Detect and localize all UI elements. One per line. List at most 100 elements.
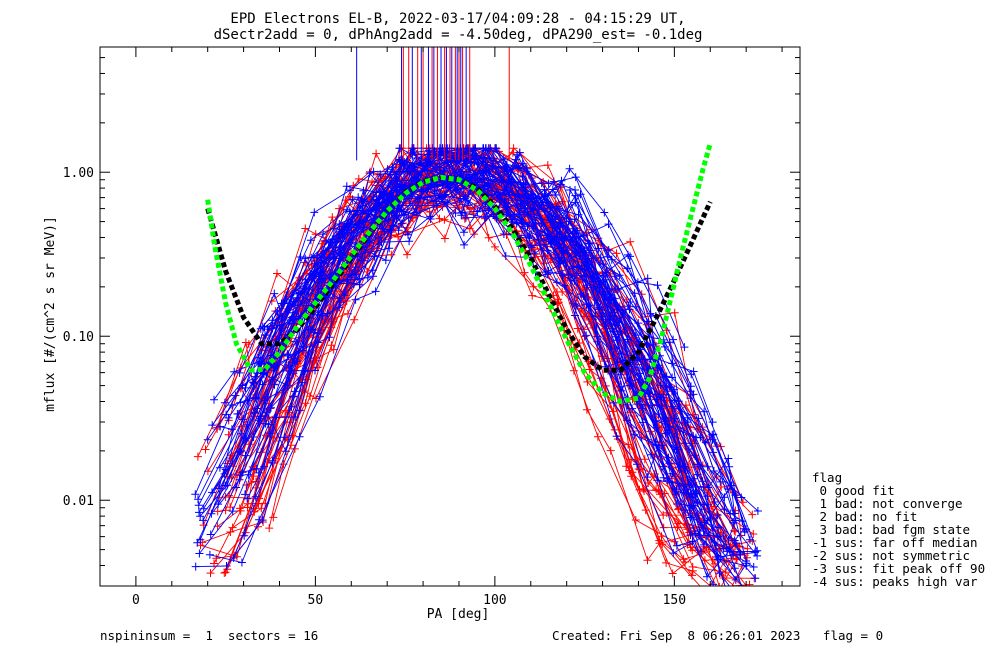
trace-point bbox=[206, 569, 215, 578]
trace-point bbox=[480, 213, 489, 222]
trace-point bbox=[553, 278, 561, 287]
trace-point bbox=[528, 190, 537, 198]
trace-point bbox=[213, 507, 222, 516]
trace-point bbox=[703, 572, 711, 581]
trace-point bbox=[261, 431, 270, 440]
trace-point bbox=[572, 269, 581, 278]
trace-point bbox=[215, 463, 224, 472]
trace-point bbox=[672, 485, 681, 494]
trace-point bbox=[329, 253, 338, 261]
trace-point bbox=[634, 319, 643, 328]
trace-point bbox=[643, 274, 652, 283]
trace-point bbox=[602, 268, 611, 277]
trace-point bbox=[365, 169, 374, 178]
legend-entry: 1 bad: not converge bbox=[812, 496, 963, 511]
trace-point bbox=[523, 199, 532, 208]
trace-point bbox=[665, 422, 673, 431]
trace-point bbox=[681, 558, 690, 566]
trace-point bbox=[249, 378, 257, 387]
trace-line bbox=[199, 147, 736, 542]
trace-point bbox=[359, 225, 368, 234]
trace-point bbox=[698, 477, 707, 486]
trace-point bbox=[653, 476, 662, 485]
trace-point bbox=[604, 246, 613, 254]
trace-point bbox=[301, 254, 310, 263]
trace-point bbox=[249, 472, 258, 481]
trace-point bbox=[617, 386, 626, 395]
trace-point bbox=[241, 490, 249, 499]
trace-point bbox=[745, 595, 753, 603]
trace-point bbox=[394, 226, 403, 235]
trace-point bbox=[612, 432, 621, 441]
trace-point bbox=[257, 504, 266, 513]
trace-point bbox=[263, 392, 272, 401]
trace-point bbox=[700, 407, 709, 416]
trace-point bbox=[640, 487, 649, 496]
trace-point bbox=[643, 473, 652, 482]
trace-point bbox=[400, 181, 409, 190]
trace-point bbox=[464, 201, 472, 210]
footer-right: Created: Fri Sep 8 06:26:01 2023 flag = … bbox=[552, 628, 883, 643]
trace-point bbox=[301, 224, 310, 233]
trace-point bbox=[237, 558, 246, 567]
trace-point bbox=[371, 287, 380, 296]
trace-point bbox=[564, 217, 573, 226]
trace-point bbox=[751, 574, 760, 583]
trace-point bbox=[571, 248, 580, 257]
trace-point bbox=[385, 244, 394, 253]
trace-point bbox=[732, 539, 740, 548]
trace-point bbox=[659, 473, 668, 482]
trace-point bbox=[525, 232, 534, 240]
trace-point bbox=[243, 420, 252, 429]
y-tick-label: 0.01 bbox=[63, 494, 94, 509]
trace-point bbox=[253, 404, 262, 413]
trace-point bbox=[295, 432, 304, 441]
trace-point bbox=[570, 215, 579, 224]
chart-title: EPD Electrons EL-B, 2022-03-17/04:09:28 … bbox=[230, 11, 685, 27]
trace-point bbox=[748, 510, 757, 519]
trace-point bbox=[521, 192, 530, 201]
trace-point bbox=[509, 144, 518, 153]
trace-point bbox=[688, 562, 697, 571]
trace-point bbox=[310, 208, 319, 217]
trace-point bbox=[254, 522, 262, 531]
trace-point bbox=[264, 420, 273, 429]
trace-point bbox=[548, 236, 556, 245]
trace-point bbox=[668, 359, 676, 368]
trace-line bbox=[271, 150, 709, 506]
trace-point bbox=[270, 289, 279, 298]
trace-point bbox=[199, 516, 208, 525]
trace-point bbox=[313, 310, 322, 319]
trace-point bbox=[541, 268, 550, 277]
trace-point bbox=[659, 393, 668, 402]
trace-point bbox=[521, 179, 530, 188]
trace-point bbox=[518, 183, 527, 192]
trace-point bbox=[520, 268, 529, 277]
trace-point bbox=[683, 540, 692, 549]
trace-point bbox=[719, 532, 728, 540]
trace-point bbox=[440, 215, 449, 224]
trace-point bbox=[431, 165, 440, 174]
trace-point bbox=[722, 595, 730, 603]
trace-point bbox=[409, 144, 418, 153]
trace-point bbox=[309, 328, 318, 337]
trace-point bbox=[317, 258, 326, 267]
trace-point bbox=[372, 149, 381, 158]
trace-point bbox=[345, 207, 354, 216]
trace-point bbox=[547, 214, 556, 223]
trace-point bbox=[349, 279, 358, 288]
trace-point bbox=[271, 413, 280, 422]
trace-point bbox=[737, 493, 746, 502]
trace-point bbox=[691, 529, 700, 538]
fit-curve-green bbox=[205, 142, 713, 404]
trace-point bbox=[688, 537, 697, 546]
trace-point bbox=[713, 511, 722, 520]
trace-point bbox=[671, 414, 679, 423]
trace-point bbox=[381, 256, 390, 265]
x-tick-label: 100 bbox=[483, 593, 506, 608]
trace-point bbox=[696, 433, 705, 442]
trace-point bbox=[235, 504, 244, 513]
trace-point bbox=[641, 506, 650, 515]
trace-point bbox=[686, 382, 695, 391]
trace-point bbox=[571, 186, 579, 194]
